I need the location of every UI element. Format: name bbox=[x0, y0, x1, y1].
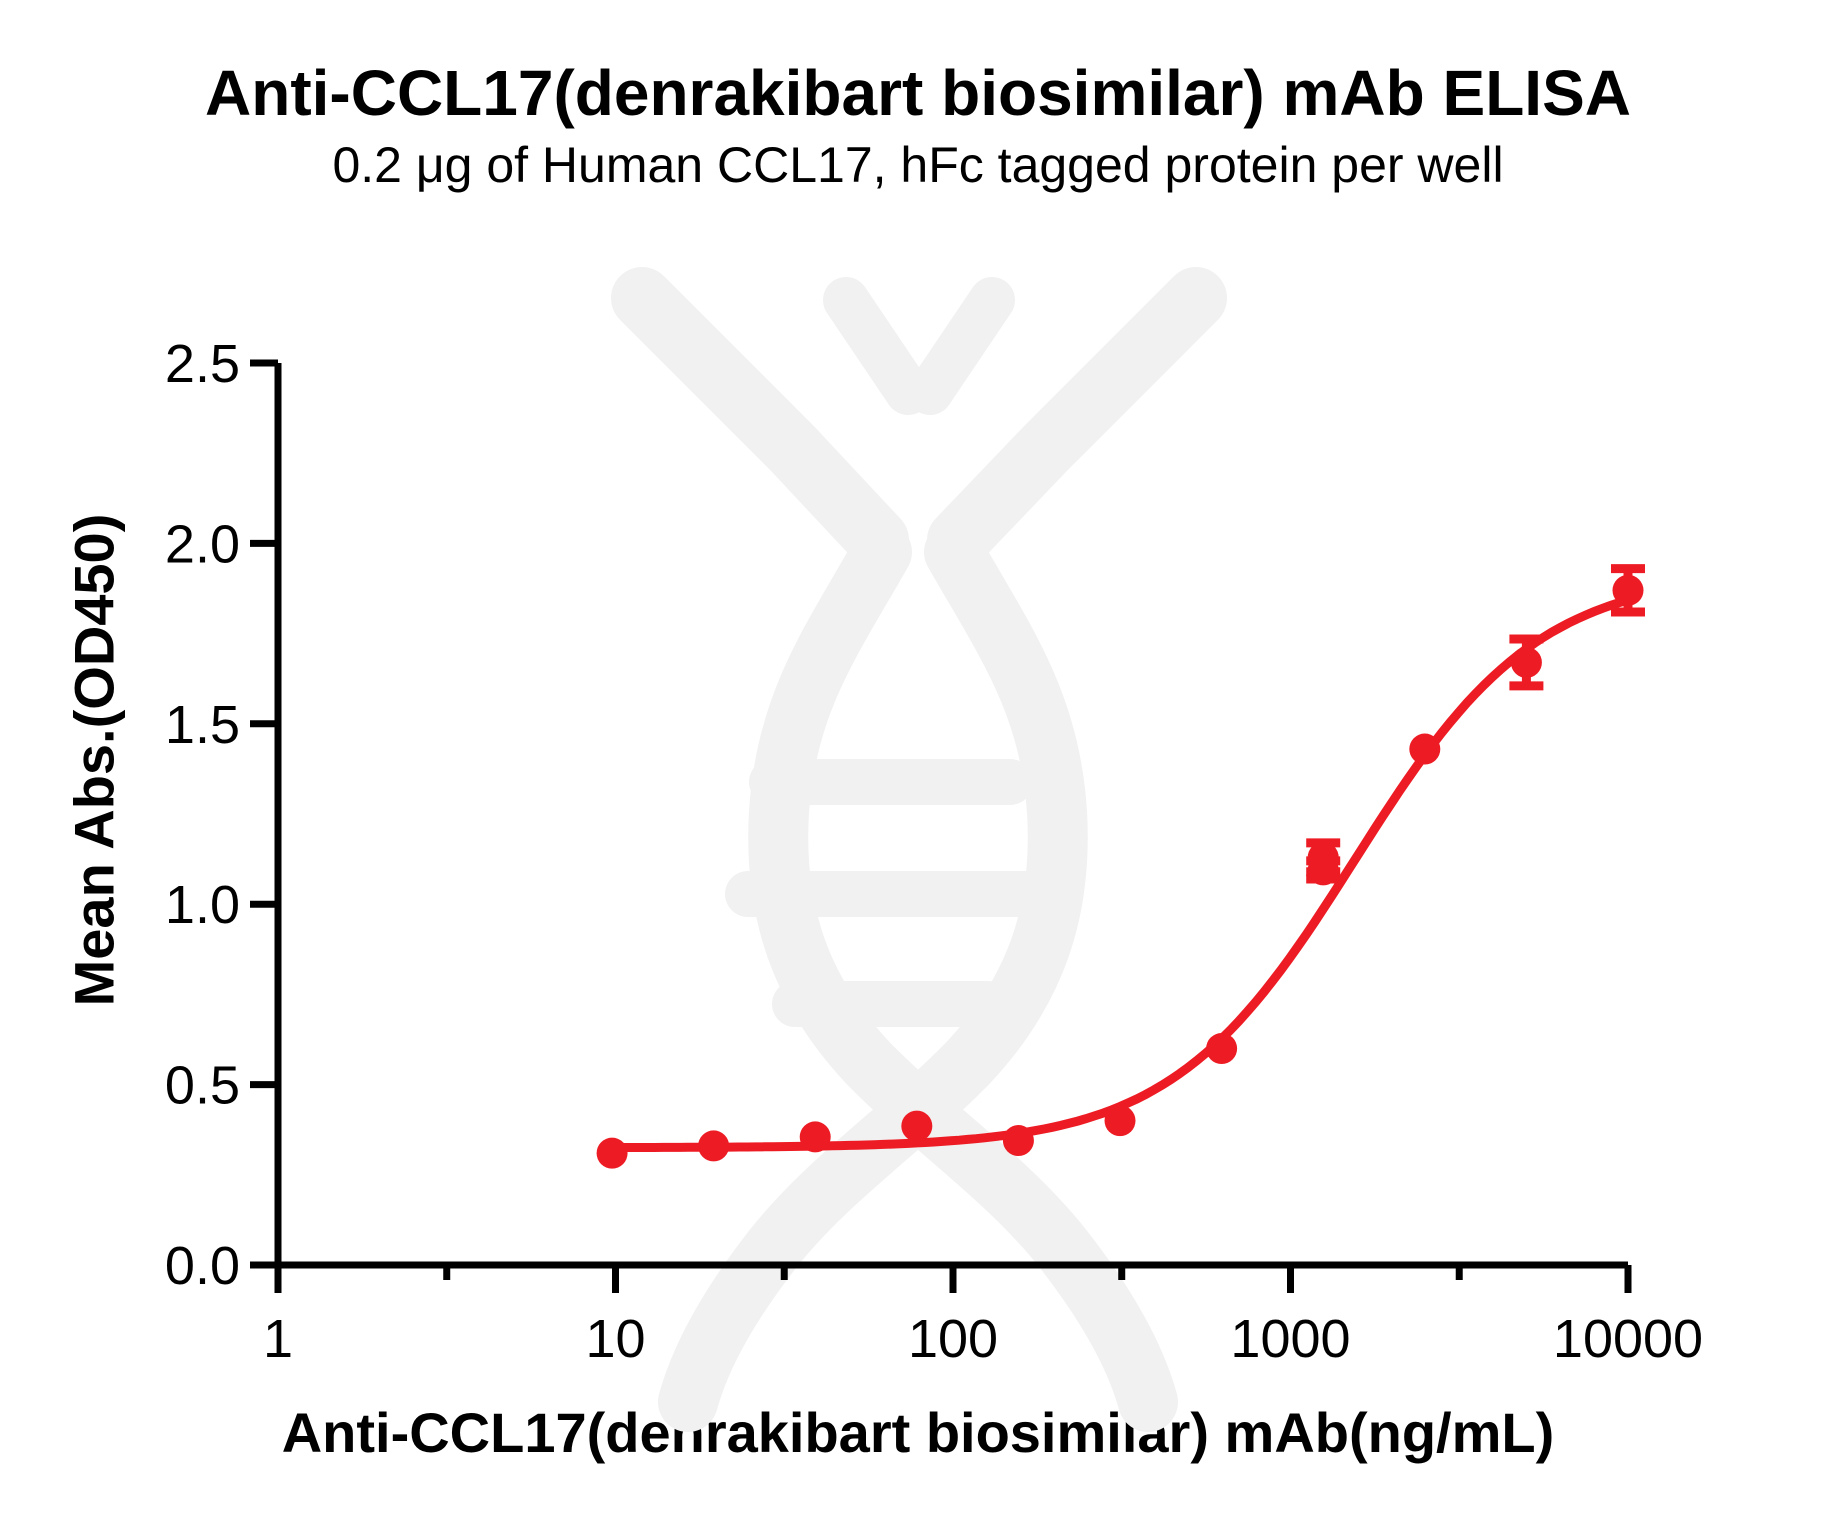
data-point bbox=[901, 1110, 933, 1142]
watermark-inner-left-arm bbox=[823, 277, 931, 415]
x-tick-label: 1 bbox=[263, 1309, 293, 1369]
data-point bbox=[698, 1130, 730, 1162]
data-point bbox=[1002, 1125, 1034, 1157]
data-point bbox=[1612, 574, 1644, 606]
x-tick-label: 1000 bbox=[1230, 1309, 1350, 1369]
data-point bbox=[596, 1137, 628, 1169]
data-point bbox=[799, 1121, 831, 1153]
x-tick-label: 100 bbox=[908, 1309, 998, 1369]
x-axis-label: Anti-CCL17(denrakibart biosimilar) mAb(n… bbox=[281, 1401, 1555, 1464]
axes: 0.0 0.5 1.0 1.5 2.0 2.5 1 10 100 1000 10000 bbox=[165, 334, 1703, 1369]
data-series bbox=[596, 564, 1645, 1169]
data-point bbox=[1104, 1105, 1136, 1137]
x-tick-label: 10 bbox=[585, 1309, 645, 1369]
x-tick-label: 10000 bbox=[1553, 1309, 1703, 1369]
data-point bbox=[1510, 646, 1542, 678]
watermark-right-arm bbox=[927, 267, 1227, 571]
watermark-left-arm bbox=[611, 267, 909, 571]
y-tick-label: 2.5 bbox=[165, 334, 240, 394]
dna-watermark bbox=[611, 267, 1227, 1432]
y-tick-label: 0.0 bbox=[165, 1236, 240, 1296]
chart-title: Anti-CCL17(denrakibart biosimilar) mAb E… bbox=[205, 57, 1631, 129]
watermark-inner-right-arm bbox=[907, 277, 1015, 415]
y-tick-label: 1.0 bbox=[165, 875, 240, 935]
data-point bbox=[1307, 854, 1339, 886]
chart-subtitle: 0.2 μg of Human CCL17, hFc tagged protei… bbox=[332, 137, 1504, 193]
watermark-left-strand bbox=[748, 522, 1178, 1432]
data-point bbox=[1206, 1033, 1238, 1065]
y-tick-label: 0.5 bbox=[165, 1056, 240, 1116]
y-tick-label: 2.0 bbox=[165, 514, 240, 574]
watermark-right-strand bbox=[658, 522, 1088, 1432]
data-point bbox=[1409, 733, 1441, 765]
y-tick-label: 1.5 bbox=[165, 695, 240, 755]
